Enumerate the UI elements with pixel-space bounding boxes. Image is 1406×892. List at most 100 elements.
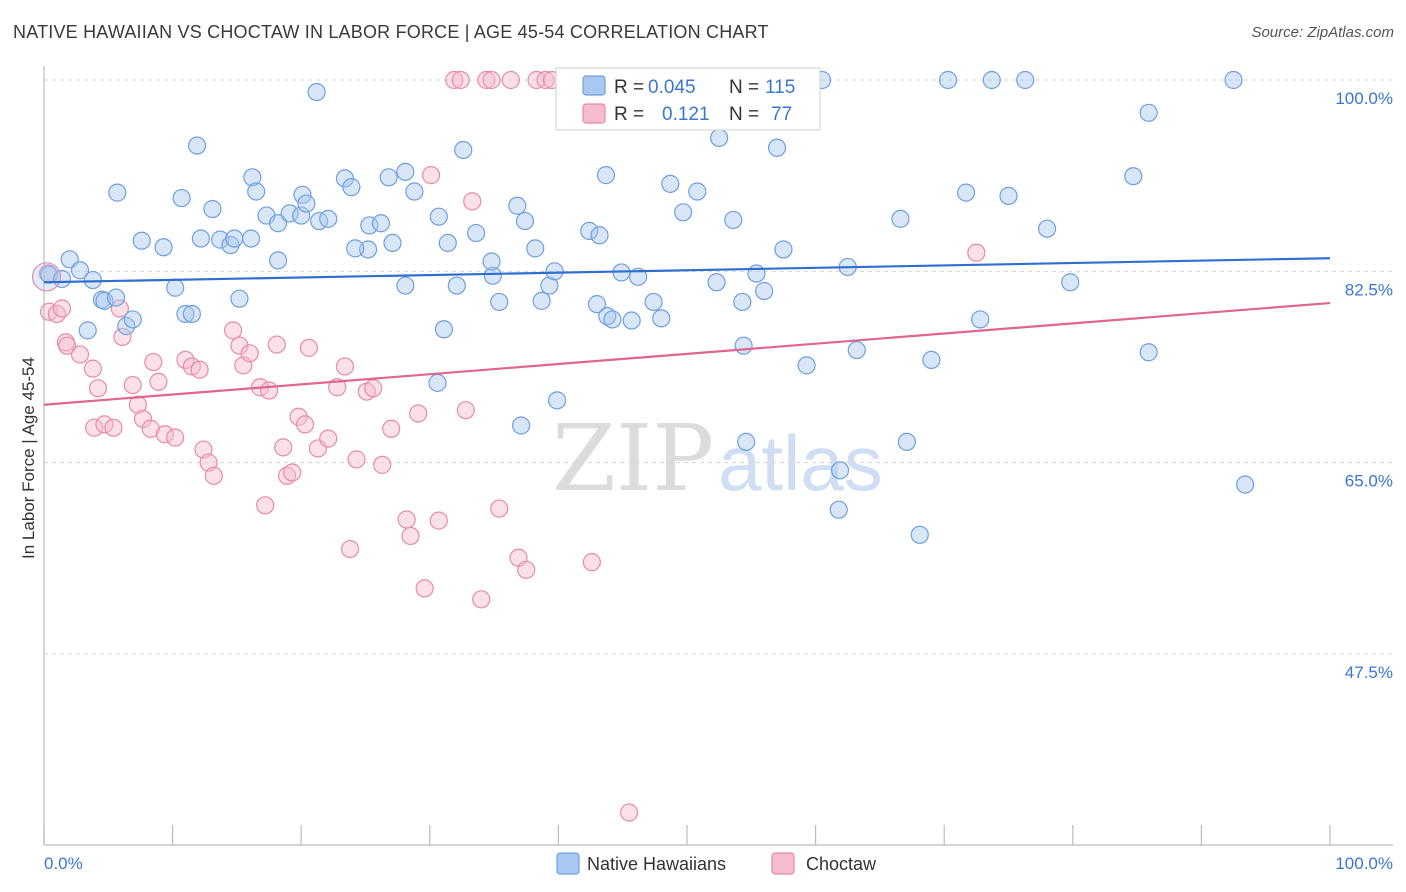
native-hawaiian-point (483, 266, 502, 285)
native-hawaiian-point (70, 261, 90, 280)
native-hawaiian-point (532, 291, 551, 310)
choctaw-point (259, 381, 279, 400)
native-hawaiian-point (396, 276, 415, 295)
choctaw-point (123, 375, 142, 395)
choctaw-point (70, 345, 90, 364)
native-hawaiian-point (166, 278, 185, 297)
choctaw-points (38, 70, 986, 822)
choctaw-point (340, 539, 360, 559)
native-hawaiian-point (596, 166, 616, 185)
native-hawaiian-point (434, 320, 454, 339)
choctaw-point (190, 360, 209, 379)
cluster-point (31, 262, 62, 292)
native-hawaiian-point (1016, 70, 1035, 90)
native-hawaiian-point (106, 288, 126, 307)
chart-title: NATIVE HAWAIIAN VS CHOCTAW IN LABOR FORC… (13, 22, 769, 42)
native-hawaiian-point (830, 461, 850, 480)
native-hawaiian-point (710, 128, 729, 148)
choctaw-point (477, 70, 496, 90)
native-hawaiian-point (734, 336, 753, 355)
legend-swatch-pink (582, 103, 606, 124)
legend-r-value-2: 0.121 (662, 104, 710, 125)
choctaw-point (256, 496, 275, 515)
choctaw-point (328, 378, 347, 397)
native-hawaiian-point (661, 174, 680, 193)
native-hawaiian-point (297, 194, 316, 213)
choctaw-point (141, 419, 160, 438)
native-hawaiian-point (847, 340, 866, 360)
native-hawaiian-point (580, 221, 599, 240)
native-hawaiian-point (243, 168, 262, 187)
native-hawaiian-point (526, 239, 545, 258)
native-hawaiian-trend-line (43, 257, 1331, 284)
native-hawaiian-point (587, 295, 607, 314)
y-tick-label-3: 100.0% (1335, 89, 1393, 108)
native-hawaiian-point (545, 262, 564, 281)
legend-n-label-2: N = (729, 104, 759, 125)
native-hawaiian-point (292, 206, 311, 225)
native-hawaiian-point (52, 269, 72, 289)
choctaw-point (230, 336, 249, 355)
choctaw-point (415, 579, 434, 598)
legend-r-label-2: R = (614, 104, 644, 125)
choctaw-point (299, 338, 319, 357)
y-axis-label: In Labor Force | Age 45-54 (19, 357, 38, 559)
choctaw-point (47, 304, 66, 324)
trend-lines (43, 257, 1331, 406)
choctaw-point (283, 463, 302, 482)
choctaw-point (277, 466, 297, 485)
choctaw-point (133, 409, 153, 429)
legend: R = 0.045 N = 115 R = 0.121 N = 77 (555, 67, 821, 131)
bottom-legend-choctaw: Choctaw (806, 854, 877, 874)
choctaw-point (536, 70, 555, 90)
choctaw-trend-line (43, 301, 1331, 406)
choctaw-point (409, 404, 428, 423)
native-hawaiian-point (922, 350, 941, 369)
choctaw-point (401, 526, 420, 546)
bottom-legend: Native Hawaiians Choctaw (556, 852, 877, 875)
choctaw-point (582, 553, 601, 572)
legend-r-label-1: R = (614, 77, 644, 98)
native-hawaiian-point (707, 273, 726, 292)
native-hawaiian-point (910, 525, 929, 544)
native-hawaiian-point (508, 196, 527, 215)
native-hawaiian-point (95, 291, 114, 310)
y-tick-label-1: 65.0% (1345, 472, 1393, 491)
watermark-zip: ZIP (552, 405, 714, 512)
native-hawaiian-point (755, 281, 774, 301)
native-hawaiian-point (1124, 167, 1143, 186)
legend-swatch-blue (582, 75, 606, 96)
native-hawaiian-point (548, 391, 567, 410)
choctaw-point (451, 70, 470, 90)
native-hawaiian-point (737, 432, 756, 451)
native-hawaiian-points (31, 70, 1255, 544)
native-hawaiian-point (644, 292, 663, 312)
choctaw-point (463, 192, 482, 211)
native-hawaiian-point (956, 183, 976, 202)
axes (43, 66, 1393, 846)
choctaw-point (490, 499, 509, 518)
native-hawaiian-point (1236, 475, 1255, 494)
choctaw-point (382, 419, 401, 438)
choctaw-point (472, 590, 491, 609)
native-hawaiian-point (733, 292, 752, 312)
native-hawaiian-point (182, 304, 201, 324)
bottom-legend-swatch-blue (556, 852, 580, 875)
bottom-legend-swatch-pink (771, 852, 795, 875)
choctaw-point (620, 803, 639, 822)
source-note: Source: ZipAtlas.com (1251, 24, 1394, 41)
native-hawaiian-point (346, 239, 365, 258)
native-hawaiian-point (482, 252, 501, 271)
native-hawaiian-point (512, 416, 531, 435)
native-hawaiian-point (383, 233, 402, 253)
choctaw-point (319, 429, 338, 448)
native-hawaiian-point (123, 310, 142, 329)
choctaw-point (517, 560, 536, 579)
native-hawaiian-point (629, 267, 648, 286)
native-hawaiian-point (132, 231, 151, 250)
native-hawaiian-point (797, 356, 816, 375)
choctaw-point (223, 321, 243, 340)
native-hawaiian-point (466, 223, 486, 243)
native-hawaiian-point (428, 373, 447, 392)
